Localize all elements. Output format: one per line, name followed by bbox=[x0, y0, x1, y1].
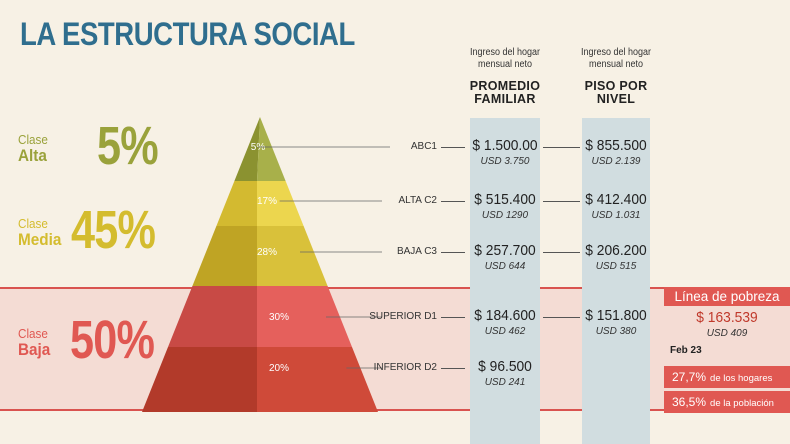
piso-column-bg bbox=[582, 118, 650, 444]
piso-usd: USD 2.139 bbox=[591, 156, 641, 167]
poverty-line-price: $ 163.539 bbox=[696, 309, 758, 326]
class-media-label: Clase Media bbox=[18, 217, 66, 249]
poverty-line-title: Línea de pobreza bbox=[664, 287, 790, 306]
pyramid-segment-left-alta-c2 bbox=[216, 181, 257, 226]
stat-households-unit: % bbox=[695, 370, 707, 384]
connector-line bbox=[441, 201, 465, 202]
level-label: BAJA C3 bbox=[396, 246, 437, 257]
promedio-subtitle-1: Ingreso del hogar bbox=[469, 47, 541, 58]
poverty-line-usd: USD 409 bbox=[706, 328, 748, 339]
pyramid-segment-left-baja-c3 bbox=[192, 226, 257, 286]
class-media-percent: 45% bbox=[71, 200, 156, 260]
class-alta-percent: 5% bbox=[97, 116, 159, 176]
level-label: INFERIOR D2 bbox=[373, 362, 437, 373]
piso-subtitle-2: mensual neto bbox=[588, 59, 644, 70]
promedio-price: $ 184.600 bbox=[474, 307, 536, 324]
pyramid-segment-left-abc1 bbox=[234, 117, 260, 181]
connector-line bbox=[441, 317, 465, 318]
class-media-name: Media bbox=[18, 230, 62, 249]
promedio-usd: USD 241 bbox=[484, 377, 526, 388]
class-baja-label: Clase Baja bbox=[18, 327, 54, 359]
promedio-heading-1: PROMEDIO bbox=[469, 79, 541, 93]
connector-line bbox=[441, 368, 465, 369]
class-baja-percent: 50% bbox=[70, 310, 155, 370]
stat-population-text: de la población bbox=[710, 398, 774, 409]
stat-population-value: 36,5 bbox=[672, 395, 696, 409]
promedio-usd: USD 3.750 bbox=[480, 156, 530, 167]
promedio-usd: USD 462 bbox=[484, 326, 526, 337]
pyramid-percent-label: 28% bbox=[257, 247, 277, 258]
stat-households-text: de los hogares bbox=[710, 373, 773, 384]
stat-population-unit: % bbox=[695, 395, 707, 409]
promedio-subtitle-2: mensual neto bbox=[477, 59, 533, 70]
class-alta-word: Clase bbox=[18, 132, 48, 147]
pyramid-segment-left-inferior-d2 bbox=[142, 347, 257, 412]
promedio-price: $ 515.400 bbox=[474, 191, 536, 208]
pyramid-percent-label: 17% bbox=[257, 196, 277, 207]
piso-usd: USD 515 bbox=[595, 261, 637, 272]
connector-line bbox=[543, 201, 580, 202]
level-label: SUPERIOR D1 bbox=[369, 311, 437, 322]
class-media-word: Clase bbox=[18, 216, 48, 231]
connector-line bbox=[441, 252, 465, 253]
promedio-heading-2: FAMILIAR bbox=[474, 92, 536, 106]
poverty-stat-population: 36,5% de la población bbox=[664, 391, 790, 413]
class-baja-word: Clase bbox=[18, 326, 48, 341]
piso-heading-2: NIVEL bbox=[596, 92, 636, 106]
page-title: LA ESTRUCTURA SOCIAL bbox=[20, 16, 355, 52]
pyramid-percent-label: 5% bbox=[251, 142, 266, 153]
piso-price: $ 412.400 bbox=[585, 191, 647, 208]
piso-price: $ 206.200 bbox=[585, 242, 647, 259]
level-label: ABC1 bbox=[410, 141, 437, 152]
pyramid-percent-label: 20% bbox=[269, 363, 289, 374]
connector-line bbox=[543, 147, 580, 148]
pyramid-percent-label: 30% bbox=[269, 312, 289, 323]
piso-price: $ 855.500 bbox=[585, 137, 647, 154]
class-alta-name: Alta bbox=[18, 146, 47, 165]
lower-class-band bbox=[0, 287, 790, 411]
pyramid-segment-left-superior-d1 bbox=[168, 286, 257, 347]
poverty-stat-households: 27,7% de los hogares bbox=[664, 366, 790, 388]
pyramid-segment-right-abc1 bbox=[257, 117, 286, 181]
level-label: ALTA C2 bbox=[398, 195, 437, 206]
pyramid-segment-right-inferior-d2 bbox=[257, 347, 378, 412]
promedio-usd: USD 644 bbox=[484, 261, 526, 272]
piso-usd: USD 380 bbox=[595, 326, 637, 337]
piso-price: $ 151.800 bbox=[585, 307, 647, 324]
promedio-price: $ 1.500.00 bbox=[472, 137, 538, 154]
promedio-usd: USD 1290 bbox=[481, 210, 529, 221]
connector-line bbox=[543, 252, 580, 253]
class-baja-name: Baja bbox=[18, 340, 51, 359]
promedio-column-bg bbox=[470, 118, 540, 444]
piso-column-header: Ingreso del hogar mensual neto PISO POR … bbox=[566, 47, 666, 106]
pyramid-segment-right-superior-d1 bbox=[257, 286, 352, 347]
pyramid-segment-right-alta-c2 bbox=[257, 181, 304, 226]
connector-line bbox=[543, 317, 580, 318]
piso-heading-1: PISO POR bbox=[584, 79, 648, 93]
connector-line bbox=[441, 147, 465, 148]
piso-subtitle-1: Ingreso del hogar bbox=[580, 47, 652, 58]
piso-usd: USD 1.031 bbox=[591, 210, 641, 221]
promedio-price: $ 96.500 bbox=[478, 358, 532, 375]
pyramid-segment-right-baja-c3 bbox=[257, 226, 328, 286]
stat-households-value: 27,7 bbox=[672, 370, 696, 384]
poverty-date: Feb 23 bbox=[670, 345, 702, 356]
promedio-column-header: Ingreso del hogar mensual neto PROMEDIO … bbox=[455, 47, 555, 106]
promedio-price: $ 257.700 bbox=[474, 242, 536, 259]
class-alta-label: Clase Alta bbox=[18, 133, 51, 165]
